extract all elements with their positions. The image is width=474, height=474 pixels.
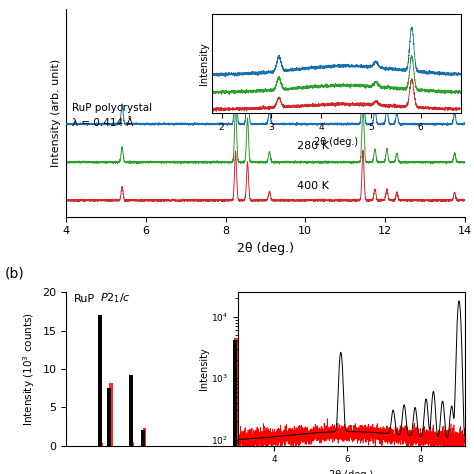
Bar: [235, 338, 238, 446]
Bar: [130, 443, 134, 446]
Bar: [251, 417, 255, 446]
Text: RuP polycrystal: RuP polycrystal: [73, 103, 153, 113]
Text: $T$ = 100 K: $T$ = 100 K: [273, 76, 331, 88]
Y-axis label: Intensity (10$^3$ counts): Intensity (10$^3$ counts): [21, 312, 37, 426]
Text: RuP: RuP: [74, 293, 95, 303]
Text: 400 K: 400 K: [297, 182, 329, 191]
Text: (b): (b): [5, 266, 25, 280]
X-axis label: 2θ (deg.): 2θ (deg.): [237, 242, 294, 255]
Bar: [316, 444, 319, 446]
Bar: [143, 428, 146, 446]
Text: $P2_1/c$: $P2_1/c$: [100, 292, 131, 305]
Bar: [98, 315, 102, 446]
Text: λ = 0.414 Å: λ = 0.414 Å: [73, 118, 134, 128]
Bar: [129, 375, 133, 446]
Y-axis label: Intensity (arb. unit): Intensity (arb. unit): [51, 59, 61, 167]
Text: 280 K: 280 K: [297, 141, 329, 151]
Bar: [109, 383, 112, 446]
Bar: [253, 415, 256, 446]
Bar: [233, 340, 237, 446]
Bar: [141, 430, 145, 446]
Bar: [291, 442, 295, 446]
Bar: [292, 443, 296, 446]
Bar: [108, 388, 111, 446]
Bar: [100, 443, 103, 446]
Bar: [317, 443, 321, 446]
